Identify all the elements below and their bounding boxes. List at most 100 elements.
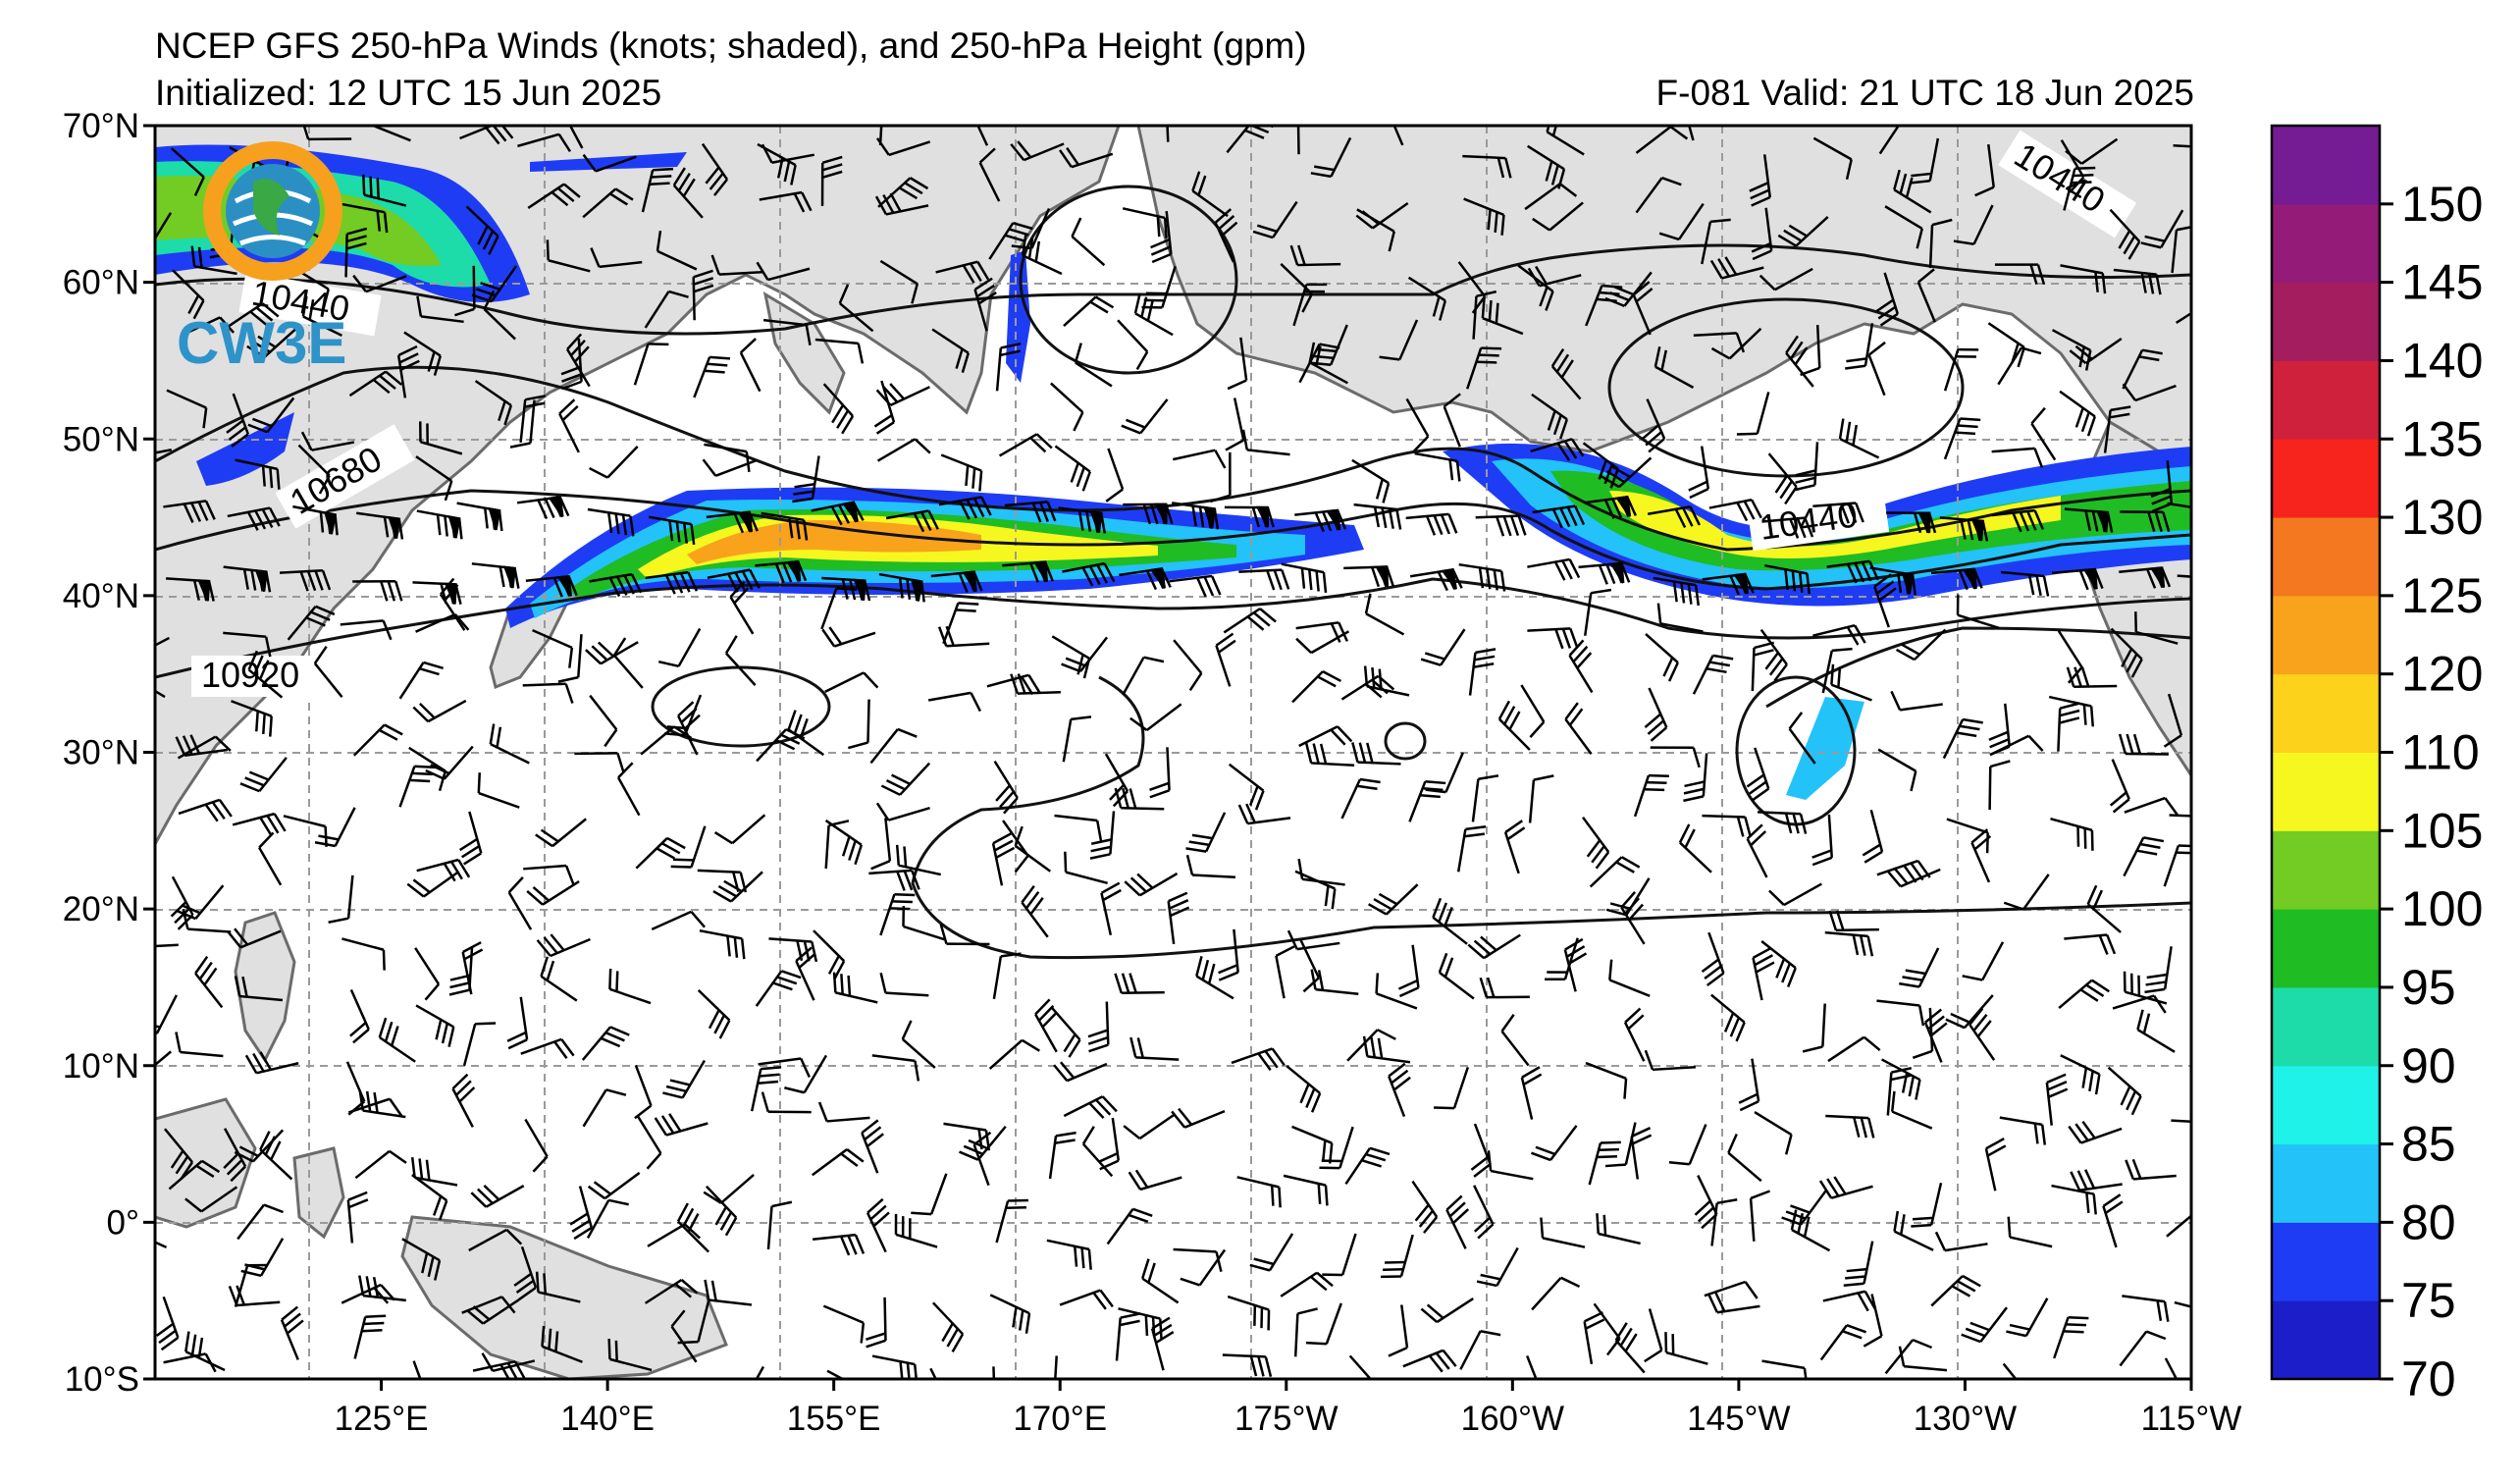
- wind-barb: [1348, 1354, 1373, 1379]
- wind-barb: [247, 650, 284, 699]
- valid-time: F-081 Valid: 21 UTC 18 Jun 2025: [1655, 73, 2194, 113]
- wind-barb: [403, 331, 443, 376]
- wind-barb: [378, 1017, 416, 1063]
- wind-barb: [1994, 263, 2046, 286]
- wind-barb: [1692, 654, 1734, 695]
- wind-barb: [1340, 777, 1381, 820]
- colorbar-swatch: [2272, 1300, 2380, 1380]
- wind-barb: [1236, 1176, 1282, 1208]
- wind-barb: [175, 1032, 224, 1058]
- wind-barb: [297, 444, 331, 495]
- wind-barb: [1633, 773, 1669, 818]
- wind-barb: [2007, 1216, 2053, 1248]
- contour-10980-ne: [1765, 626, 2191, 709]
- wind-barb: [292, 504, 339, 536]
- wind-barb: [589, 572, 643, 598]
- wind-barb: [701, 142, 729, 196]
- wind-barb: [2064, 507, 2114, 533]
- wind-barb: [1473, 1185, 1495, 1240]
- wind-barb: [1149, 747, 1171, 799]
- lon-label: 160°W: [1461, 1400, 1564, 1438]
- wind-barb: [1930, 567, 1983, 591]
- wind-barb: [1215, 632, 1236, 687]
- wind-barb: [2002, 1362, 2018, 1379]
- colorbar-swatch: [2272, 1065, 2380, 1145]
- wind-barb: [355, 511, 404, 540]
- wind-barb: [870, 818, 892, 871]
- lat-label: 20°N: [63, 890, 139, 928]
- wind-barb: [1351, 458, 1391, 503]
- wind-barb: [170, 147, 205, 196]
- wind-barb: [2045, 1073, 2069, 1126]
- wind-barb: [1867, 341, 1886, 397]
- wind-barb: [1071, 217, 1106, 267]
- wind-barb: [2119, 566, 2172, 589]
- wind-barb: [1528, 774, 1554, 823]
- wind-barb: [875, 137, 931, 157]
- wind-barb: [1291, 670, 1342, 704]
- wind-barb: [1500, 1014, 1530, 1067]
- wind-barb: [1746, 823, 1768, 878]
- wind-barb: [988, 1038, 1040, 1070]
- wind-barb: [507, 876, 533, 930]
- wind-barb: [755, 970, 802, 1007]
- wind-barb: [1195, 956, 1234, 1000]
- wind-barb: [228, 1285, 281, 1307]
- wind-barb: [1407, 276, 1447, 321]
- wind-barb: [2122, 1295, 2170, 1322]
- wind-barb: [1818, 1176, 1873, 1199]
- wind-barb: [706, 510, 759, 534]
- wind-barb: [1087, 1001, 1110, 1053]
- wind-barb: [2125, 1158, 2177, 1181]
- wind-barb: [1414, 451, 1461, 482]
- wind-barb: [1479, 977, 1530, 999]
- wind-barb: [1746, 747, 1770, 802]
- streak-subtropical: [1786, 697, 1864, 800]
- lat-label: 10°S: [65, 1360, 139, 1399]
- wind-barb: [1293, 1307, 1318, 1357]
- wind-barb: [1869, 566, 1916, 596]
- wind-barb: [1898, 1346, 1948, 1372]
- wind-barb: [1751, 641, 1775, 692]
- wind-barb: [414, 947, 441, 1001]
- wind-barb: [1644, 1308, 1663, 1363]
- wind-barb: [223, 565, 272, 593]
- colorbar-label: 70: [2401, 1351, 2456, 1406]
- wind-barb: [1614, 1322, 1646, 1374]
- wind-barb: [651, 910, 707, 930]
- wind-barb: [787, 710, 825, 757]
- wind-barb: [1884, 1338, 1933, 1375]
- wind-barb: [1758, 811, 1808, 834]
- wind-barb: [1388, 1304, 1409, 1357]
- wind-barb: [662, 1059, 707, 1099]
- wind-barb: [2069, 338, 2123, 365]
- logo-ring: [203, 141, 342, 281]
- wind-barb: [1895, 628, 1947, 662]
- wind-barb: [875, 802, 930, 821]
- wind-barb: [328, 874, 354, 924]
- wind-barb: [166, 577, 215, 602]
- wind-barb: [408, 746, 447, 792]
- wind-barb: [358, 1275, 406, 1302]
- wind-barb: [362, 174, 407, 207]
- wind-barb: [155, 448, 173, 454]
- wind-barb: [1129, 1036, 1180, 1061]
- wind-barb: [929, 1367, 937, 1379]
- wind-barb: [471, 562, 520, 589]
- wind-barb: [1105, 448, 1125, 503]
- wind-barb: [1596, 1213, 1641, 1245]
- colorbar-label: 90: [2401, 1038, 2456, 1093]
- wind-barb: [1172, 502, 1220, 530]
- wind-barb: [474, 380, 513, 426]
- wind-barb: [1432, 897, 1468, 945]
- wind-barb: [1759, 628, 1788, 682]
- closed-high-west: [651, 665, 831, 748]
- wind-barb: [931, 1301, 965, 1353]
- wind-barb: [1054, 445, 1091, 492]
- contour-10980-subtropical: [911, 675, 2191, 960]
- wind-barb: [1886, 511, 1937, 534]
- wind-barb: [927, 691, 981, 713]
- wind-barb: [1961, 1306, 2008, 1344]
- wind-barb: [519, 395, 546, 444]
- wind-barb: [223, 1128, 247, 1183]
